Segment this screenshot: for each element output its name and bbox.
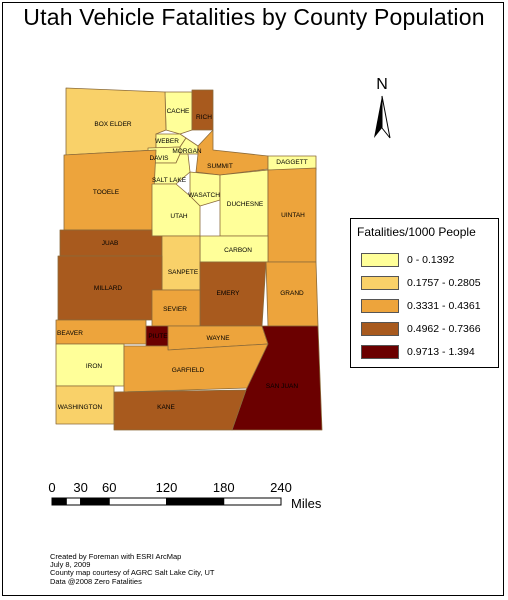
county-label-duchesne: DUCHESNE: [227, 201, 264, 208]
county-label-grand: GRAND: [280, 290, 304, 297]
county-label-piute: PIUTE: [148, 333, 168, 340]
county-label-summit: SUMMIT: [207, 163, 233, 170]
legend-label: 0 - 0.1392: [407, 254, 455, 266]
north-arrow: N: [362, 76, 402, 146]
legend-item: 0.4962 - 0.7366: [361, 320, 481, 338]
county-label-garfield: GARFIELD: [172, 367, 205, 374]
county-label-kane: KANE: [157, 404, 175, 411]
county-label-sanpete: SANPETE: [168, 269, 199, 276]
scale-tick-label: 60: [102, 480, 117, 495]
county-label-morgan: MORGAN: [172, 148, 202, 155]
legend-swatch: [361, 299, 399, 313]
scale-segment: [51, 497, 67, 506]
county-kane: [113, 389, 247, 431]
county-label-weber: WEBER: [155, 138, 179, 145]
county-label-salt-lake: SALT LAKE: [152, 177, 187, 184]
credit-line: Created by Foreman with ESRI ArcMap: [50, 552, 182, 561]
map-credits: Created by Foreman with ESRI ArcMap July …: [50, 552, 215, 586]
legend-label: 0.4962 - 0.7366: [407, 323, 481, 335]
county-label-wasatch: WASATCH: [188, 192, 220, 199]
county-label-millard: MILLARD: [94, 285, 122, 292]
credit-line: County map courtesy of AGRC Salt Lake Ci…: [50, 568, 215, 578]
legend-title: Fatalities/1000 People: [357, 225, 476, 239]
county-wasatch: [189, 171, 221, 207]
legend-swatch: [361, 345, 399, 359]
county-label-beaver: BEAVER: [57, 330, 83, 337]
legend-item: 0.9713 - 1.394: [361, 343, 475, 361]
scale-segment: [65, 497, 82, 506]
county-label-daggett: DAGGETT: [276, 159, 307, 166]
county-sanpete: [161, 235, 201, 291]
legend-label: 0.9713 - 1.394: [407, 346, 475, 358]
legend: Fatalities/1000 People 0 - 0.1392 0.1757 …: [350, 218, 499, 368]
scale-tick-label: 240: [270, 480, 292, 495]
credit-line: July 8, 2009: [50, 560, 91, 570]
north-letter: N: [376, 76, 388, 93]
scale-segment: [166, 497, 225, 506]
legend-swatch: [361, 276, 399, 290]
county-rich: [191, 89, 214, 131]
scale-tick-label: 180: [212, 480, 235, 495]
legend-item: 0.3331 - 0.4361: [361, 297, 481, 315]
legend-swatch: [361, 253, 399, 267]
county-label-rich: RICH: [196, 114, 212, 121]
county-label-iron: IRON: [86, 363, 103, 370]
legend-label: 0.1757 - 0.2805: [407, 277, 481, 289]
scale-units: Miles: [291, 496, 322, 511]
county-label-carbon: CARBON: [224, 247, 252, 254]
county-label-wayne: WAYNE: [206, 335, 230, 342]
county-label-sevier: SEVIER: [163, 306, 187, 313]
scale-tick-label: 120: [155, 480, 178, 495]
county-label-cache: CACHE: [167, 108, 190, 115]
county-label-davis: DAVIS: [149, 155, 169, 162]
legend-swatch: [361, 322, 399, 336]
credit-line: Data @2008 Zero Fatalities: [50, 576, 142, 586]
legend-item: 0.1757 - 0.2805: [361, 274, 481, 292]
scale-segment: [80, 497, 110, 506]
scale-segment: [108, 497, 167, 506]
county-label-washington: WASHINGTON: [58, 404, 103, 411]
county-label-utah: UTAH: [170, 213, 188, 220]
county-label-tooele: TOOELE: [93, 189, 120, 196]
scale-tick-label: 0: [48, 480, 56, 495]
county-label-emery: EMERY: [217, 290, 241, 297]
legend-label: 0.3331 - 0.4361: [407, 300, 481, 312]
scale-bar: [51, 497, 282, 506]
map-title: Utah Vehicle Fatalities by County Popula…: [23, 4, 485, 30]
legend-item: 0 - 0.1392: [361, 251, 454, 269]
north-arrow-icon: [374, 95, 391, 139]
scale-tick-label: 30: [73, 480, 88, 495]
scale-segment: [223, 497, 282, 506]
county-label-san-juan: SAN JUAN: [266, 383, 298, 390]
county-label-box-elder: BOX ELDER: [94, 121, 132, 128]
county-label-uintah: UINTAH: [281, 212, 305, 219]
map-frame: [2, 2, 504, 596]
county-label-juab: JUAB: [102, 240, 119, 247]
